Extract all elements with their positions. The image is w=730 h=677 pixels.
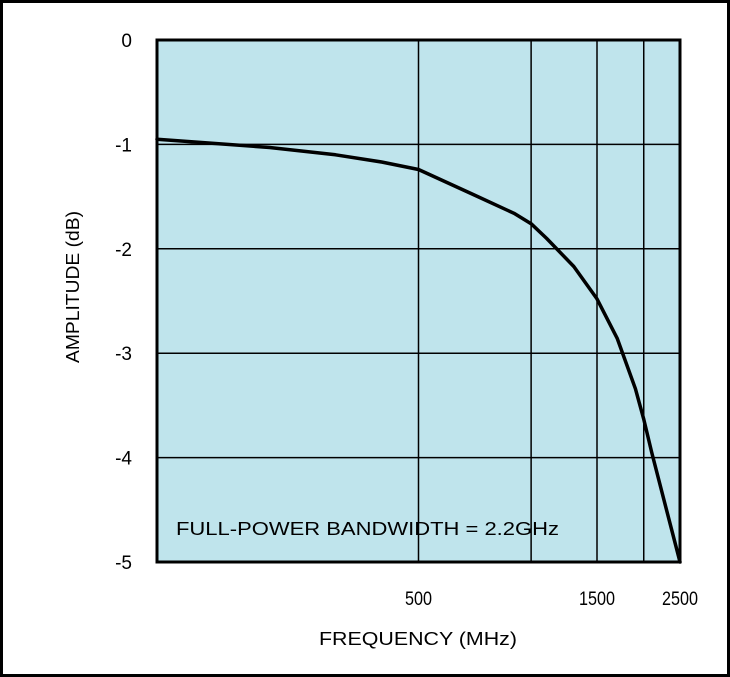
x-tick-label: 500	[405, 589, 432, 610]
bandwidth-annotation: FULL-POWER BANDWIDTH = 2.2GHz	[176, 519, 559, 539]
y-tick-label: -4	[115, 449, 132, 470]
x-tick-labels: 500 1500 2500	[405, 589, 698, 610]
y-tick-label: 0	[121, 31, 132, 52]
y-tick-labels: 0 -1 -2 -3 -4 -5	[115, 31, 132, 574]
y-tick-label: -3	[115, 344, 132, 365]
x-axis-label: FREQUENCY (MHz)	[319, 629, 517, 649]
x-tick-label: 1500	[579, 589, 615, 610]
amplitude-series-line	[155, 137, 682, 564]
y-tick-label: -2	[115, 240, 132, 261]
x-tick-label: 2500	[662, 589, 698, 610]
y-tick-label: -1	[115, 135, 132, 156]
plot-border	[155, 38, 682, 564]
y-axis-label: AMPLITUDE (dB)	[63, 211, 83, 363]
y-tick-label: -5	[115, 553, 132, 574]
